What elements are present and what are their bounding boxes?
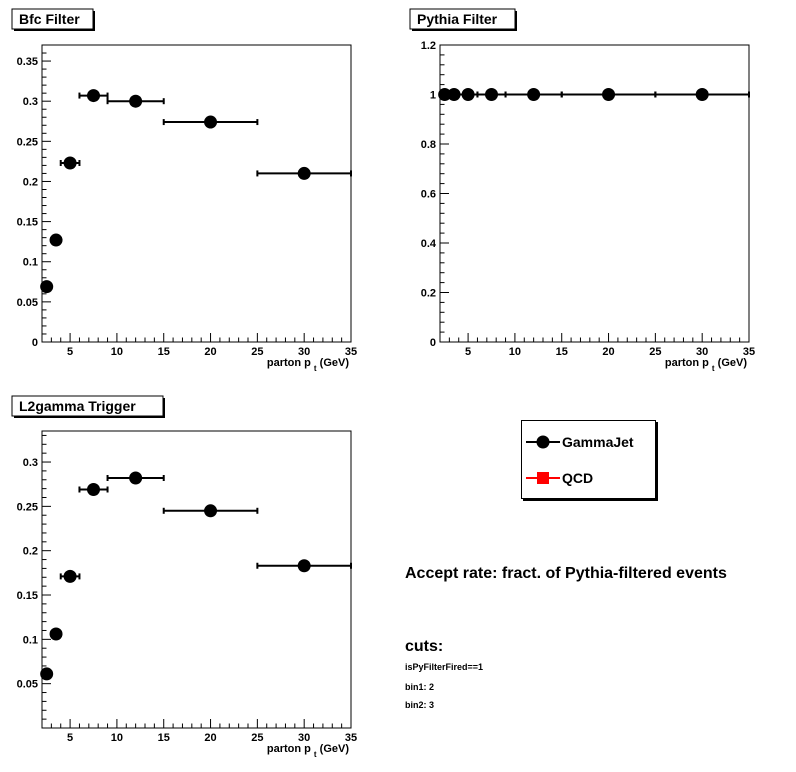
- y-tick-label: 0.05: [17, 679, 38, 691]
- chart-title-box: [409, 8, 516, 30]
- data-point: [87, 483, 100, 497]
- x-tick-label: 20: [602, 346, 614, 358]
- y-tick-label: 0: [32, 337, 38, 349]
- data-point: [63, 156, 77, 170]
- chart-panel-1: Bfc Filter 5 10 15 20 25 30 35 0 0.05 0.1 0.15 0.2 0.…: [11, 8, 357, 373]
- y-tick-label: 0.15: [17, 590, 38, 602]
- chart-title: Pythia Filter: [417, 11, 498, 27]
- x-tick-label: 25: [251, 732, 263, 744]
- y-tick-label: 0.4: [421, 238, 437, 250]
- x-tick-label: 10: [111, 346, 123, 358]
- data-point: [297, 559, 311, 573]
- data-point: [527, 88, 541, 101]
- x-tick-label: 35: [345, 346, 357, 358]
- x-axis-label: parton p t (GeV): [665, 357, 747, 373]
- y-tick-label: 0.1: [23, 634, 38, 646]
- y-tick-label: 0.6: [421, 189, 436, 201]
- x-tick-label: 15: [158, 346, 170, 358]
- y-tick-label: 0.2: [23, 546, 38, 558]
- y-tick-label: 0.3: [23, 96, 38, 108]
- x-tick-label: 5: [465, 346, 471, 358]
- y-tick-label: 0.1: [23, 257, 38, 269]
- y-tick-label: 0.3: [23, 457, 38, 469]
- cut-line: bin1: 2: [405, 682, 435, 692]
- chart-title-box: [11, 395, 164, 417]
- legend: GammaJet QCD: [521, 420, 656, 499]
- x-axis-label: parton p t (GeV): [267, 743, 349, 759]
- data-point: [297, 166, 311, 180]
- x-tick-label: 25: [649, 346, 661, 358]
- x-tick-label: 35: [743, 346, 755, 358]
- x-tick-label: 15: [556, 346, 568, 358]
- x-tick-label: 30: [298, 732, 310, 744]
- gammajet-marker-icon: [526, 435, 560, 449]
- data-point: [63, 569, 77, 583]
- data-point: [87, 89, 100, 103]
- x-tick-label: 30: [696, 346, 708, 358]
- data-point: [438, 88, 452, 101]
- y-tick-label: 0.25: [17, 501, 38, 513]
- x-tick-label: 35: [345, 732, 357, 744]
- y-tick-label: 1: [430, 90, 436, 102]
- y-tick-label: 1.2: [421, 40, 436, 52]
- cuts-title: cuts:: [405, 638, 444, 655]
- plot-frame: [41, 44, 352, 343]
- legend-entry-qcd: QCD: [522, 465, 593, 491]
- chart-title: L2gamma Trigger: [19, 398, 136, 414]
- legend-label-gammajet: GammaJet: [562, 434, 634, 450]
- data-point: [204, 115, 218, 129]
- chart-panel-3: L2gamma Trigger 5 10 15 20 25 30 35 0.05 0.1 0.15 0…: [11, 395, 357, 759]
- data-point: [40, 667, 54, 681]
- accept-rate-text: Accept rate: fract. of Pythia-filtered e…: [405, 565, 727, 582]
- x-tick-label: 30: [298, 346, 310, 358]
- data-point: [129, 471, 143, 485]
- data-point: [40, 280, 54, 294]
- data-point: [461, 88, 475, 101]
- chart-title-box: [11, 8, 94, 30]
- plot-frame: [41, 430, 352, 729]
- data-point: [204, 504, 218, 518]
- data-point: [695, 88, 709, 101]
- x-tick-label: 5: [67, 346, 73, 358]
- y-tick-label: 0.8: [421, 139, 436, 151]
- y-tick-label: 0.25: [17, 136, 38, 148]
- x-tick-label: 15: [158, 732, 170, 744]
- y-tick-label: 0.05: [17, 297, 38, 309]
- data-point: [485, 88, 498, 101]
- cut-line: isPyFilterFired==1: [405, 662, 484, 672]
- data-point: [602, 88, 616, 101]
- data-point: [129, 94, 143, 108]
- x-tick-label: 5: [67, 732, 73, 744]
- data-point: [49, 627, 63, 641]
- x-tick-label: 20: [204, 346, 216, 358]
- cut-line: bin2: 3: [405, 700, 435, 710]
- legend-entry-gammajet: GammaJet: [522, 429, 634, 455]
- y-tick-label: 0.2: [23, 176, 38, 188]
- chart-title: Bfc Filter: [19, 11, 80, 27]
- qcd-marker-icon: [526, 472, 560, 484]
- x-tick-label: 10: [111, 732, 123, 744]
- x-tick-label: 10: [509, 346, 521, 358]
- y-tick-label: 0.35: [17, 56, 38, 68]
- x-tick-label: 20: [204, 732, 216, 744]
- x-axis-label: parton p t (GeV): [267, 357, 349, 373]
- data-point: [447, 88, 461, 101]
- chart-panel-2: Pythia Filter 5 10 15 20 25 30 35 0 0.2 0.4 0.6 0.8 1…: [409, 8, 755, 373]
- y-tick-label: 0: [430, 337, 436, 349]
- y-tick-label: 0.15: [17, 217, 38, 229]
- legend-label-qcd: QCD: [562, 470, 594, 486]
- data-point: [49, 233, 63, 247]
- x-tick-label: 25: [251, 346, 263, 358]
- y-tick-label: 0.2: [421, 288, 436, 300]
